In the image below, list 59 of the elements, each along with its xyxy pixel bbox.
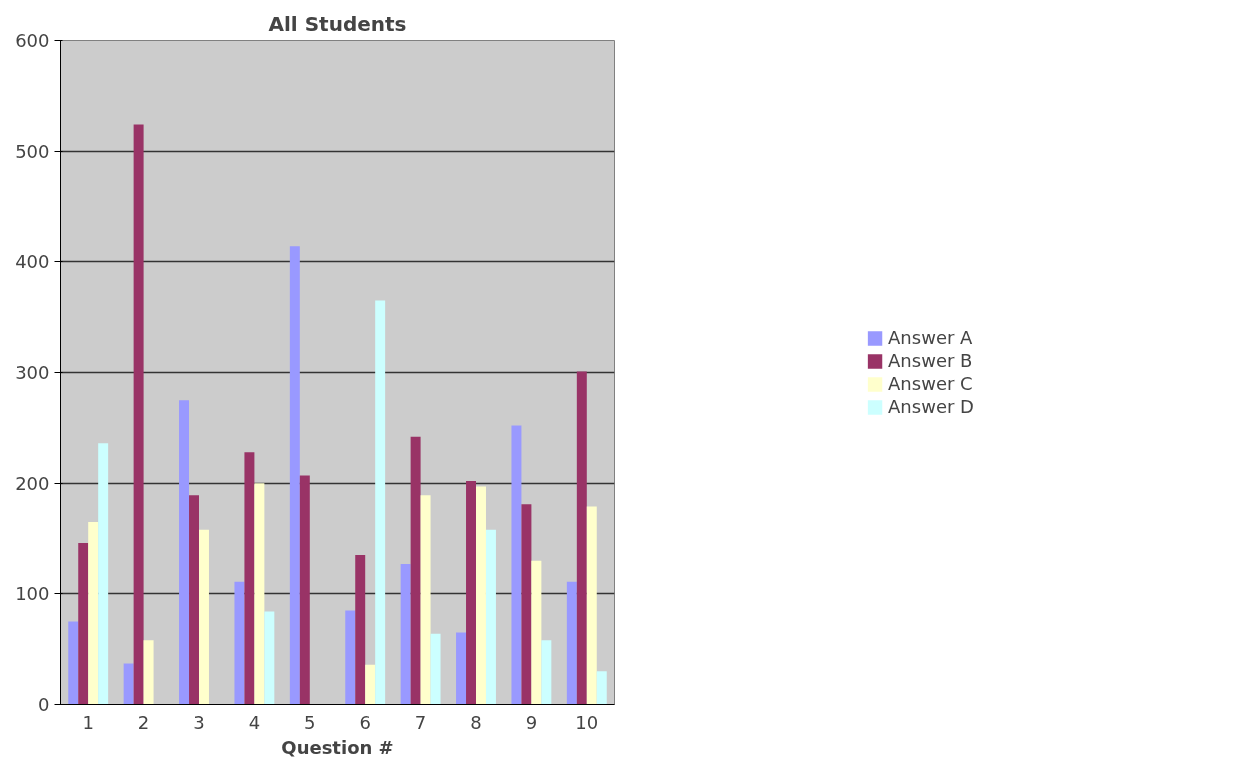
bar xyxy=(466,480,476,705)
bar xyxy=(586,506,597,705)
x-tick-label: 5 xyxy=(304,711,316,733)
bar xyxy=(133,124,144,705)
x-axis-title: Question # xyxy=(281,736,394,758)
bar xyxy=(420,495,431,705)
bar xyxy=(596,671,607,705)
bar xyxy=(365,664,376,705)
bar xyxy=(566,581,577,705)
bar xyxy=(234,581,245,705)
bar xyxy=(254,483,265,705)
bar xyxy=(299,475,310,705)
y-tick-label: 500 xyxy=(15,140,50,162)
x-tick-label: 6 xyxy=(359,711,371,733)
bar xyxy=(456,632,467,705)
bar xyxy=(123,663,134,705)
bar xyxy=(345,610,356,705)
x-tick-label: 7 xyxy=(414,711,427,733)
bar xyxy=(88,521,99,705)
y-tick-label: 600 xyxy=(15,30,50,51)
bar xyxy=(289,246,300,705)
y-tick-label: 200 xyxy=(15,472,50,494)
x-tick-label: 4 xyxy=(248,711,261,733)
x-tick-label: 8 xyxy=(470,711,482,733)
bar xyxy=(476,486,486,705)
legend-label: Answer C xyxy=(888,373,973,394)
y-tick-label: 300 xyxy=(15,362,50,383)
bar xyxy=(375,300,386,705)
bar xyxy=(68,621,79,705)
bar xyxy=(264,611,275,705)
bar xyxy=(244,452,255,705)
y-tick-label: 0 xyxy=(38,694,50,715)
legend-label: Answer A xyxy=(888,327,973,348)
bar xyxy=(189,495,199,705)
bar xyxy=(576,371,587,705)
bar xyxy=(98,443,109,705)
bar xyxy=(143,640,154,705)
bar xyxy=(179,400,190,705)
x-tick-label: 9 xyxy=(525,711,538,733)
y-tick-label: 400 xyxy=(15,251,50,273)
bar xyxy=(199,529,209,705)
bar xyxy=(485,529,496,705)
x-tick-label: 10 xyxy=(575,711,599,733)
bar xyxy=(541,640,552,705)
x-tick-label: 1 xyxy=(82,711,94,733)
bar xyxy=(355,555,366,705)
legend-label: Answer B xyxy=(888,350,973,371)
bar xyxy=(400,563,411,705)
bar xyxy=(430,633,441,705)
bar xyxy=(521,504,532,705)
chart-title: All Students xyxy=(268,11,407,36)
bar xyxy=(78,542,89,705)
bar xyxy=(410,436,421,705)
x-tick-label: 2 xyxy=(137,711,150,733)
bar xyxy=(531,560,542,705)
bar xyxy=(511,425,522,705)
legend-label: Answer D xyxy=(888,396,974,417)
y-tick-label: 100 xyxy=(15,583,50,605)
x-tick-label: 3 xyxy=(193,711,205,733)
